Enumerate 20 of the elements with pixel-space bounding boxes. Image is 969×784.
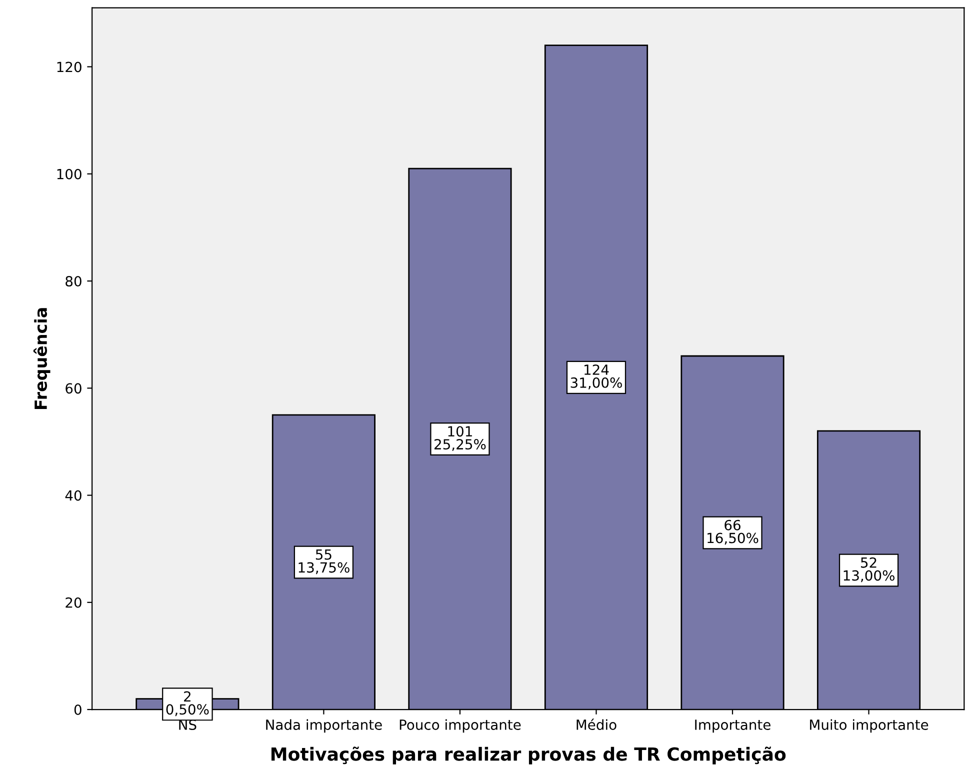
data-label: 66 16,50% xyxy=(708,520,758,545)
y-tick-label: 80 xyxy=(66,276,82,286)
data-label: 101 25,25% xyxy=(434,426,486,451)
data-label: 2 0,50% xyxy=(166,691,209,716)
x-tick-label: Pouco importante xyxy=(400,719,521,733)
y-tick-label: 20 xyxy=(66,597,82,608)
y-tick-label: 100 xyxy=(57,168,82,180)
y-tick-label: 40 xyxy=(65,490,82,501)
x-tick-label: Nada importante xyxy=(266,719,382,733)
y-tick-label: 120 xyxy=(57,62,82,72)
x-tick-label: Médio xyxy=(576,718,616,730)
x-tick-label: Muito importante xyxy=(810,719,928,733)
data-label: 55 13,75% xyxy=(298,549,350,574)
data-label: 52 13,00% xyxy=(844,557,894,582)
y-tick-label: 0 xyxy=(74,704,82,715)
y-tick-label: 60 xyxy=(66,383,82,394)
data-label: 124 31,00% xyxy=(570,364,622,390)
x-axis-title: Motivações para realizar provas de TR Competição xyxy=(271,746,786,764)
y-axis-title: Frequência xyxy=(33,308,50,409)
x-tick-label: Importante xyxy=(695,720,770,733)
